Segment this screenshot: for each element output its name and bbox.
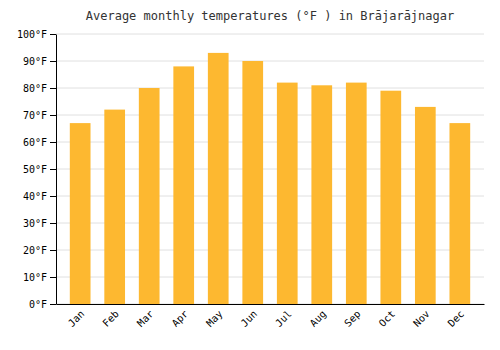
bar	[173, 66, 194, 304]
grid-line	[56, 34, 484, 35]
x-tick: Apr	[170, 308, 191, 329]
x-tick: Nov	[411, 308, 432, 329]
x-tick-label: Feb	[100, 308, 121, 329]
title: Average monthly temperatures (°F ) in Br…	[86, 9, 454, 23]
bars	[70, 53, 470, 304]
y-tick-mark	[50, 34, 56, 35]
x-tick-label: Jul	[273, 308, 294, 329]
x-tick-label: Aug	[308, 308, 329, 329]
y-tick-mark	[50, 223, 56, 224]
grid-line	[56, 61, 484, 62]
x-axis: Jan Feb Mar Apr May Jun Jul Aug Sep Oct Nov Dec	[57, 305, 485, 329]
x-tick-label: Jun	[239, 308, 260, 329]
x-tick: Feb	[100, 308, 121, 329]
x-tick: May	[204, 308, 225, 329]
chart: 0°F 10°F 20°F 30°F 40°F 50°F 60°F 70°F 80°F 90°F 1…	[0, 0, 500, 350]
bar	[104, 110, 125, 304]
y-tick-label: 100°F	[17, 29, 47, 40]
x-tick-label: May	[204, 308, 225, 329]
y-tick-label: 20°F	[23, 245, 47, 256]
bar	[346, 83, 367, 304]
y-tick-mark	[50, 88, 56, 89]
bar	[242, 61, 263, 304]
y-tick: 100°F	[17, 29, 56, 40]
x-tick: Jul	[273, 308, 294, 329]
y-tick-mark	[50, 277, 56, 278]
y-tick-label: 10°F	[23, 272, 47, 283]
x-tick: Sep	[342, 308, 363, 329]
x-tick-label: Jan	[66, 308, 87, 329]
y-tick: 90°F	[23, 56, 56, 67]
y-tick-mark	[50, 61, 56, 62]
y-tick-label: 40°F	[23, 191, 47, 202]
x-axis-line	[57, 304, 485, 305]
plot: 0°F 10°F 20°F 30°F 40°F 50°F 60°F 70°F 80°F 90°F 1…	[17, 29, 485, 329]
x-tick-label: Apr	[170, 308, 191, 329]
y-tick: 60°F	[23, 137, 56, 148]
bar	[449, 123, 470, 304]
x-tick: Jan	[66, 308, 87, 329]
y-tick-mark	[50, 115, 56, 116]
y-tick: 70°F	[23, 110, 56, 121]
x-tick: Aug	[308, 308, 329, 329]
bar	[311, 85, 332, 304]
y-tick-label: 80°F	[23, 83, 47, 94]
x-tick-label: Mar	[135, 308, 156, 329]
y-axis: 0°F 10°F 20°F 30°F 40°F 50°F 60°F 70°F 80°F 90°F 1…	[17, 29, 57, 310]
y-axis-line	[56, 35, 57, 305]
bar	[208, 53, 229, 304]
y-tick: 30°F	[23, 218, 56, 229]
x-tick: Jun	[239, 308, 260, 329]
x-tick: Mar	[135, 308, 156, 329]
bar	[70, 123, 91, 304]
bar	[139, 88, 160, 304]
y-tick-label: 0°F	[29, 299, 47, 310]
y-tick-label: 50°F	[23, 164, 47, 175]
y-tick-label: 60°F	[23, 137, 47, 148]
x-tick: Dec	[446, 308, 467, 329]
y-tick: 80°F	[23, 83, 56, 94]
bar	[380, 91, 401, 304]
x-tick-label: Dec	[446, 308, 467, 329]
x-tick: Oct	[377, 308, 398, 329]
grid	[56, 34, 484, 304]
y-tick: 50°F	[23, 164, 56, 175]
y-tick-mark	[50, 196, 56, 197]
y-tick: 10°F	[23, 272, 56, 283]
bar	[415, 107, 436, 304]
y-tick: 0°F	[29, 299, 56, 310]
x-tick-label: Sep	[342, 308, 363, 329]
y-tick: 20°F	[23, 245, 56, 256]
y-tick-mark	[50, 250, 56, 251]
y-tick-label: 70°F	[23, 110, 47, 121]
x-tick-label: Nov	[411, 308, 432, 329]
bar	[277, 83, 298, 304]
y-tick-mark	[50, 142, 56, 143]
grid-line	[56, 88, 484, 89]
y-tick: 40°F	[23, 191, 56, 202]
y-tick-mark	[50, 304, 56, 305]
x-tick-label: Oct	[377, 308, 398, 329]
y-tick-label: 90°F	[23, 56, 47, 67]
y-tick-mark	[50, 169, 56, 170]
y-tick-label: 30°F	[23, 218, 47, 229]
